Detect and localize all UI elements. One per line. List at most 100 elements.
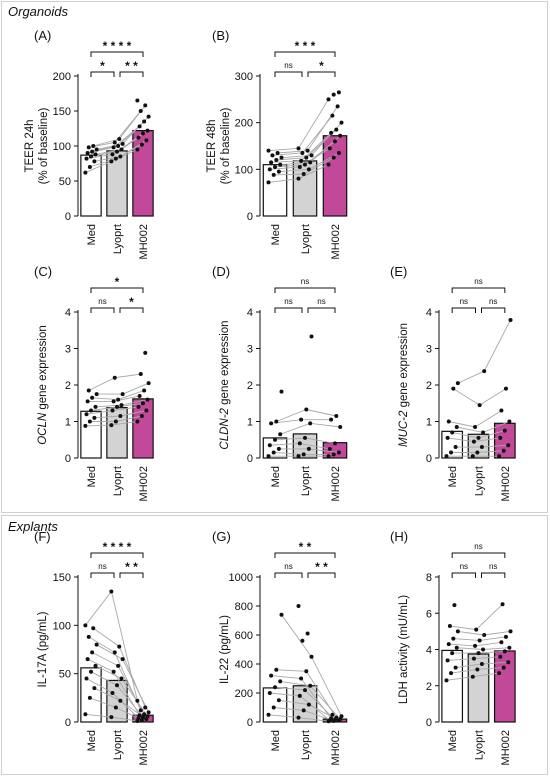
x-tick-label: Lyoprt bbox=[112, 224, 124, 254]
data-point bbox=[336, 90, 341, 95]
data-point bbox=[85, 657, 90, 662]
y-axis-title: LDH activity (mU/mL) bbox=[398, 595, 410, 704]
data-point bbox=[274, 158, 279, 162]
data-point bbox=[87, 165, 92, 169]
significance-label: ns bbox=[489, 562, 497, 571]
data-point bbox=[138, 372, 143, 377]
significance-bracket bbox=[307, 572, 336, 578]
data-point bbox=[300, 151, 305, 155]
data-point bbox=[269, 673, 274, 678]
significance-label: ns bbox=[460, 297, 468, 306]
data-point bbox=[473, 424, 478, 429]
data-point bbox=[508, 629, 513, 634]
data-point bbox=[329, 130, 334, 135]
data-point bbox=[112, 375, 117, 380]
significance-label: * * * * bbox=[103, 39, 132, 53]
x-tick-label: Med bbox=[270, 730, 282, 751]
data-point bbox=[145, 397, 150, 402]
data-point bbox=[455, 629, 460, 634]
data-point bbox=[326, 454, 331, 459]
data-point bbox=[471, 656, 476, 661]
data-point bbox=[331, 452, 336, 457]
significance-label: * * bbox=[299, 540, 312, 554]
data-point bbox=[451, 636, 456, 641]
data-point bbox=[482, 369, 487, 374]
y-tick-label: 8 bbox=[426, 572, 432, 584]
significance-label: * bbox=[319, 59, 324, 73]
data-point bbox=[507, 645, 512, 650]
data-point bbox=[135, 698, 140, 703]
data-point bbox=[84, 676, 89, 681]
data-point bbox=[498, 435, 503, 440]
data-point bbox=[266, 454, 271, 459]
data-point bbox=[117, 644, 122, 649]
data-point bbox=[331, 92, 336, 97]
x-tick-label: MH002 bbox=[500, 730, 512, 765]
data-point bbox=[144, 408, 149, 413]
significance-label: * * bbox=[315, 560, 328, 574]
y-tick-label: 1 bbox=[247, 417, 253, 429]
data-point bbox=[120, 657, 125, 662]
data-point bbox=[266, 148, 271, 153]
data-point bbox=[120, 392, 125, 397]
x-tick-label: Lyoprt bbox=[300, 466, 312, 496]
data-point bbox=[94, 147, 99, 152]
data-point bbox=[479, 445, 484, 450]
data-point bbox=[85, 399, 90, 404]
data-point bbox=[450, 430, 455, 435]
data-point bbox=[497, 454, 502, 459]
y-tick-label: 2 bbox=[247, 380, 253, 392]
significance-label: ns bbox=[284, 61, 292, 70]
data-point bbox=[333, 139, 337, 144]
data-point bbox=[271, 705, 276, 710]
significance-bracket bbox=[307, 307, 336, 313]
data-point bbox=[87, 419, 92, 424]
significance-bracket bbox=[90, 51, 144, 57]
data-point bbox=[115, 404, 119, 409]
data-point bbox=[112, 140, 117, 145]
data-point bbox=[296, 715, 301, 720]
significance-bracket bbox=[274, 552, 336, 558]
data-point bbox=[279, 389, 284, 394]
data-point bbox=[451, 386, 456, 391]
data-point bbox=[501, 448, 506, 453]
data-point bbox=[497, 671, 502, 676]
bar-mh002 bbox=[132, 398, 154, 459]
data-point bbox=[297, 165, 302, 169]
data-point bbox=[269, 421, 274, 426]
data-point bbox=[301, 708, 306, 713]
y-tick-label: 150 bbox=[53, 106, 71, 118]
data-point bbox=[454, 424, 459, 429]
data-point bbox=[446, 642, 451, 647]
y-axis-title: TEER 24h bbox=[24, 119, 36, 172]
data-point bbox=[276, 169, 281, 174]
y-axis-title: IL-17A (pg/mL) bbox=[37, 611, 49, 687]
y-tick-label: 100 bbox=[235, 164, 253, 176]
data-point bbox=[297, 441, 302, 446]
data-point bbox=[274, 419, 279, 424]
panel-label-a: (A) bbox=[34, 28, 51, 43]
data-point bbox=[471, 439, 476, 444]
data-point bbox=[136, 135, 141, 140]
data-point bbox=[109, 159, 114, 164]
x-tick-label: Med bbox=[86, 730, 98, 751]
data-point bbox=[267, 167, 272, 172]
y-tick-label: 2 bbox=[426, 681, 432, 693]
data-point bbox=[90, 149, 95, 154]
significance-label: ns bbox=[474, 277, 482, 286]
bar-mh002 bbox=[132, 130, 154, 217]
data-point bbox=[339, 714, 344, 719]
data-point bbox=[91, 144, 96, 148]
data-point bbox=[330, 712, 335, 717]
data-point bbox=[309, 334, 314, 339]
data-point bbox=[482, 633, 487, 637]
significance-bracket bbox=[90, 287, 144, 293]
data-point bbox=[143, 705, 148, 710]
data-point bbox=[299, 676, 304, 681]
data-point bbox=[119, 147, 124, 152]
significance-label: * bbox=[100, 59, 105, 73]
x-tick-label: Lyoprt bbox=[300, 224, 312, 254]
data-point bbox=[481, 430, 486, 435]
data-point bbox=[116, 663, 121, 668]
data-point bbox=[94, 642, 99, 647]
